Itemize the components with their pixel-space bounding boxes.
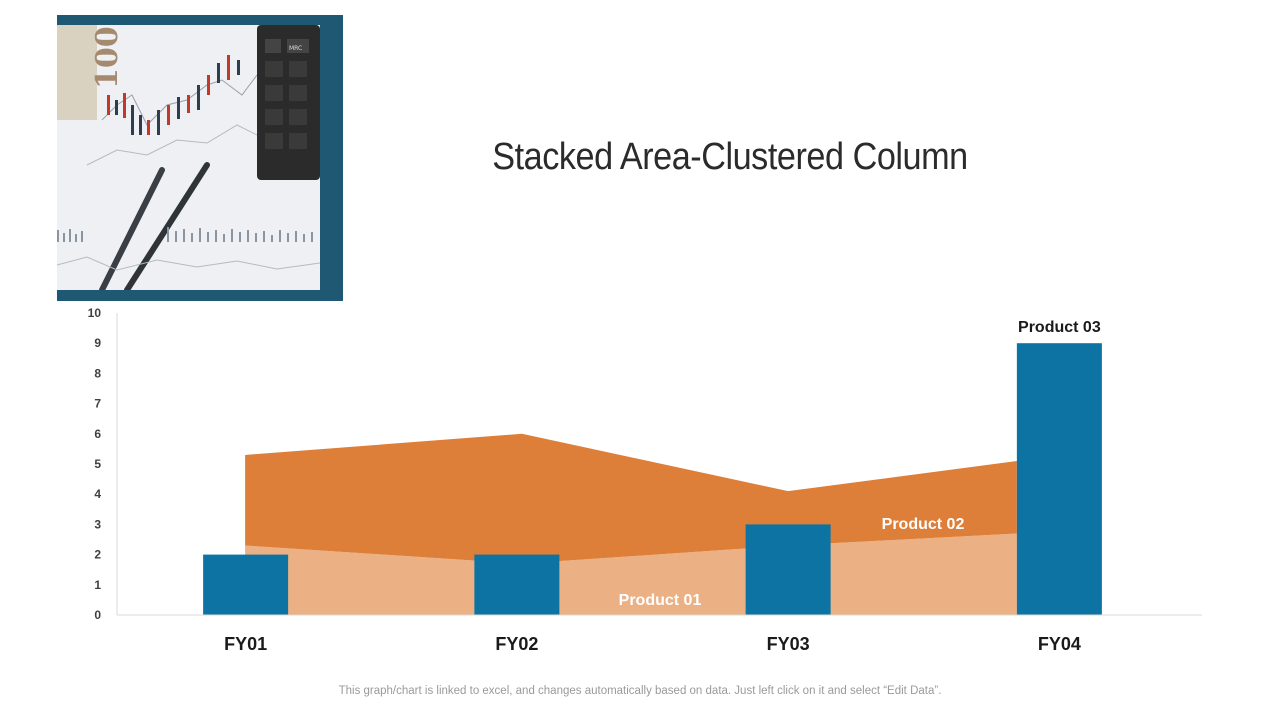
x-tick-label: FY01: [224, 634, 267, 654]
y-tick-label: 0: [94, 608, 101, 622]
page-title: Stacked Area-Clustered Column: [492, 136, 968, 178]
stock-photo-image: 100 MRC: [57, 25, 320, 290]
footer-note: This graph/chart is linked to excel, and…: [338, 685, 942, 697]
x-tick-label: FY02: [495, 634, 538, 654]
y-tick-label: 4: [94, 487, 101, 501]
y-tick-label: 8: [94, 366, 101, 380]
banknote-icon: [57, 25, 97, 120]
series-label-product-01: Product 01: [619, 592, 702, 609]
x-tick-label: FY04: [1038, 634, 1081, 654]
calculator-icon: MRC: [257, 25, 320, 180]
column-bar-fy02: [474, 554, 560, 615]
y-tick-label: 3: [94, 517, 101, 531]
banknote-text: 100: [90, 26, 125, 89]
series-label-product-03: Product 03: [1018, 319, 1101, 336]
y-tick-label: 6: [94, 427, 101, 441]
y-tick-label: 9: [94, 336, 101, 350]
calculator-key-label: MRC: [289, 45, 302, 52]
series-label-product-02: Product 02: [882, 516, 965, 533]
candlestick-chart-icon: [107, 55, 240, 135]
y-tick-label: 5: [94, 457, 101, 471]
y-tick-label: 2: [94, 548, 101, 562]
column-bar-fy04: [1016, 343, 1102, 615]
stock-photo: 100 MRC: [57, 15, 343, 301]
y-tick-label: 7: [94, 397, 101, 411]
column-bar-fy01: [203, 554, 289, 615]
x-tick-label: FY03: [767, 634, 810, 654]
column-bar-fy03: [745, 524, 831, 615]
y-tick-label: 10: [88, 306, 102, 320]
y-tick-label: 1: [94, 578, 101, 592]
